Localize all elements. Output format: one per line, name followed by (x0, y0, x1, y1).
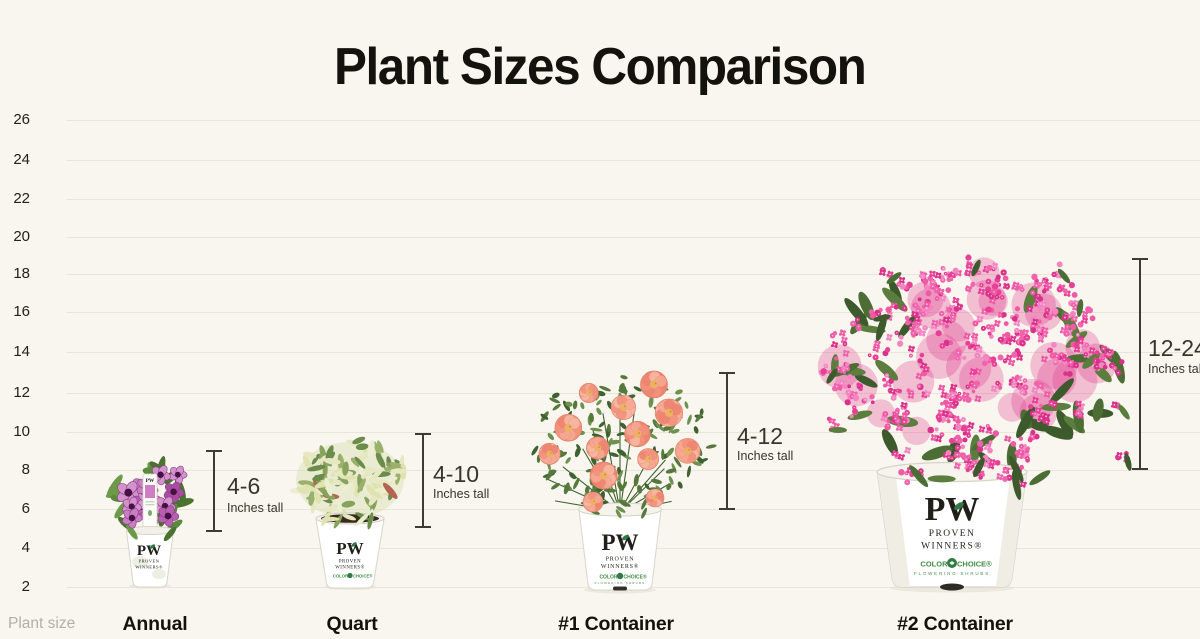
pot-color-text: COLOR (599, 575, 617, 581)
tag-pw-logo: PW (146, 478, 155, 484)
category-label-container1: #1 Container (558, 613, 674, 635)
pot-flowering-shrubs-text: FLOWERING SHRUBS (595, 581, 646, 585)
category-label-quart: Quart (326, 613, 378, 635)
plant-tag: PW (142, 473, 158, 531)
pot-winners-text: WINNERS® (135, 565, 163, 570)
pot-proven-text: PROVEN (139, 559, 160, 564)
pot-flowering-shrubs-text: FLOWERING SHRUBS (914, 571, 990, 576)
x-axis-title: Plant size (8, 615, 76, 632)
height-range-label-container1: 4-12 (737, 423, 784, 449)
pot-proven-text: PROVEN (339, 560, 361, 565)
pot-pw-logo: PW (336, 539, 363, 558)
height-range-label-quart: 4-10 (433, 461, 480, 487)
y-tick-label: 22 (13, 190, 30, 207)
gridline (67, 470, 1200, 471)
y-tick-label: 2 (21, 578, 30, 595)
y-tick-label: 16 (13, 303, 30, 320)
pot-pw-logo: PW (137, 543, 161, 559)
y-tick-label: 26 (13, 111, 30, 128)
container2-plant-illustration: PW PROVEN WINNERS® COLOR CHOICE® FLOWERI… (817, 254, 1136, 594)
gridline (67, 120, 1200, 121)
height-bracket-container1 (719, 372, 735, 510)
y-tick-label: 4 (21, 539, 30, 556)
pot-choice-text: CHOICE® (353, 574, 373, 579)
y-tick-label: 20 (13, 228, 30, 245)
y-tick-label: 6 (21, 500, 30, 517)
y-tick-label: 24 (13, 151, 30, 168)
pot-color-text: COLOR (920, 560, 948, 569)
category-label-container2: #2 Container (897, 613, 1013, 635)
quart-pot: PW PROVEN WINNERS® COLOR CHOICE® (315, 512, 385, 590)
annual-pot: PW PROVEN WINNERS® (125, 526, 175, 589)
pot-proven-text: PROVEN (606, 557, 635, 563)
pot-color-text: COLOR (333, 574, 348, 579)
container1-plant-illustration: PW PROVEN WINNERS® COLOR CHOICE® FLOWERI… (515, 362, 725, 594)
gridline (67, 312, 1200, 313)
y-tick-label: 10 (13, 423, 30, 440)
gridline (67, 199, 1200, 200)
height-bracket-annual (206, 450, 222, 532)
pot-pw-logo: PW (925, 491, 980, 528)
pot-pw-logo: PW (601, 530, 638, 555)
height-range-label-container2: 12-24 (1148, 335, 1200, 361)
gridline (67, 160, 1200, 161)
quart-plant-illustration: PW PROVEN WINNERS® COLOR CHOICE® (282, 426, 418, 592)
weigela-shrub-image: PW PROVEN WINNERS® COLOR CHOICE® FLOWERI… (817, 254, 1132, 593)
gridline (67, 274, 1200, 275)
chart-title: Plant Sizes Comparison (334, 37, 867, 96)
gridline (67, 393, 1200, 394)
y-tick-label: 14 (13, 343, 30, 360)
height-units-label-quart: Inches tall (433, 487, 490, 501)
height-range-label-annual: 4-6 (227, 473, 261, 499)
category-label-annual: Annual (122, 613, 188, 635)
y-tick-label: 8 (21, 461, 30, 478)
container1-pot: PW PROVEN WINNERS® COLOR CHOICE® FLOWERI… (578, 502, 662, 594)
height-units-label-annual: Inches tall (227, 501, 284, 515)
rose-plant-image: PW PROVEN WINNERS® COLOR CHOICE® FLOWERI… (531, 370, 717, 594)
petunia-plant-image: PW PW PROVEN WINNERS® (105, 456, 194, 589)
variegated-shrub-image: PW PROVEN WINNERS® COLOR CHOICE® (289, 436, 407, 590)
height-bracket-quart (415, 433, 431, 528)
pot-choice-text: CHOICE® (624, 574, 647, 581)
container2-pot: PW PROVEN WINNERS® COLOR CHOICE® FLOWERI… (876, 461, 1028, 593)
height-units-label-container2: Inches tall (1148, 362, 1200, 376)
height-bracket-container2 (1132, 258, 1148, 470)
annual-plant-illustration: PW PW PROVEN WINNERS® (86, 446, 212, 592)
y-tick-label: 18 (13, 265, 30, 282)
pot-choice-text: CHOICE® (957, 560, 992, 569)
pot-winners-text: WINNERS® (601, 563, 639, 570)
pot-winners-text: WINNERS® (335, 565, 365, 571)
pot-winners-text: WINNERS® (921, 541, 983, 552)
gridline (67, 237, 1200, 238)
height-units-label-container1: Inches tall (737, 449, 794, 463)
pot-proven-text: PROVEN (929, 529, 975, 539)
gridline (67, 352, 1200, 353)
y-tick-label: 12 (13, 384, 30, 401)
